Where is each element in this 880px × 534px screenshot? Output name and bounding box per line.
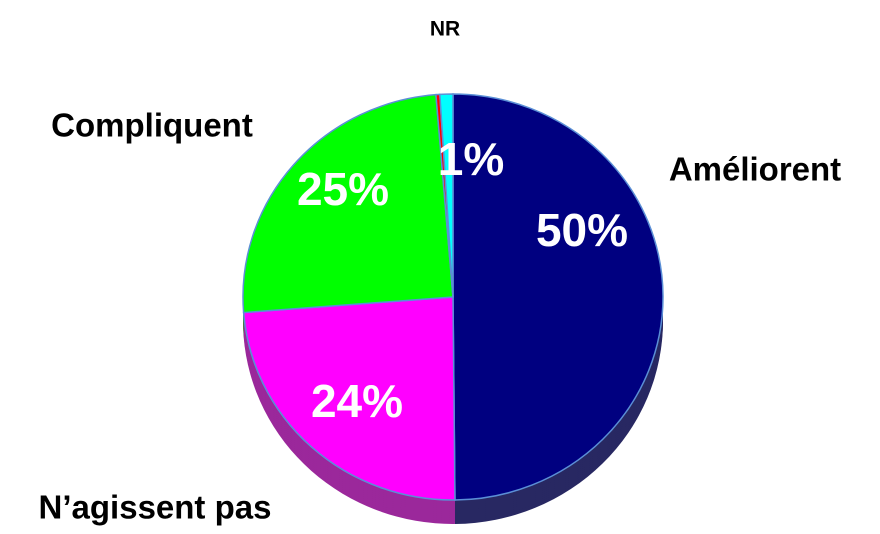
value-label: 1% [438, 133, 504, 185]
slice [452, 93, 664, 501]
category-label: N’agissent pas [39, 489, 272, 526]
value-label: 24% [311, 375, 403, 427]
nr-label: NR [430, 18, 460, 41]
value-label: 25% [297, 163, 389, 215]
category-label: Compliquent [51, 107, 253, 144]
slice [242, 296, 456, 501]
slice [242, 93, 454, 314]
slice [439, 93, 454, 298]
value-label: 50% [536, 204, 628, 256]
category-label: Améliorent [669, 151, 841, 188]
